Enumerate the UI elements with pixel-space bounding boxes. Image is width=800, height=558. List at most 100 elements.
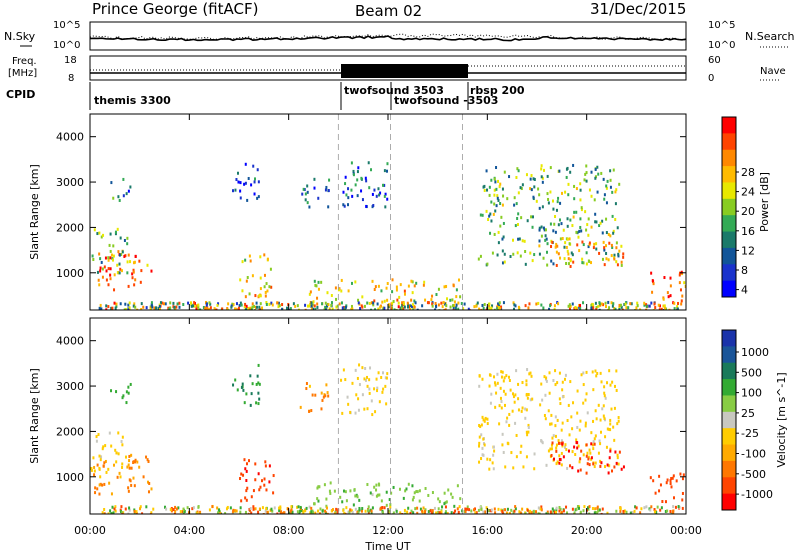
ground-scatter-cell (498, 304, 501, 308)
data-cell (148, 481, 151, 485)
data-cell (259, 485, 262, 489)
data-cell (357, 397, 360, 401)
data-cell (492, 467, 495, 471)
data-cell (479, 254, 482, 258)
ground-scatter-cell (553, 308, 556, 310)
ground-scatter-cell (169, 508, 172, 512)
data-cell (554, 415, 557, 419)
ground-scatter-cell (454, 509, 457, 513)
ground-scatter-cell (481, 303, 484, 307)
data-cell (486, 188, 489, 192)
data-cell (601, 231, 604, 235)
data-cell (235, 178, 238, 182)
data-cell (527, 423, 530, 427)
data-cell (603, 197, 606, 201)
ground-scatter-cell (475, 304, 478, 308)
ground-scatter-cell (588, 505, 591, 509)
data-cell (317, 196, 320, 200)
ground-scatter-cell (288, 511, 291, 514)
data-cell (241, 260, 244, 264)
data-cell (245, 462, 248, 466)
data-cell (253, 192, 256, 196)
data-cell (515, 175, 518, 179)
data-cell (617, 252, 620, 256)
data-cell (525, 379, 528, 383)
ground-scatter-cell (120, 505, 123, 509)
ground-scatter-cell (298, 512, 301, 514)
data-cell (588, 463, 591, 467)
x-tick-label: 16:00 (471, 524, 503, 537)
data-cell (556, 244, 559, 248)
data-cell (344, 378, 347, 382)
data-cell (478, 384, 481, 388)
ground-scatter-cell (351, 510, 354, 514)
ground-scatter-cell (401, 513, 404, 514)
ground-scatter-cell (190, 304, 193, 308)
data-cell (450, 492, 453, 496)
data-cell (669, 482, 672, 486)
data-cell (138, 259, 141, 263)
ground-scatter-cell (485, 308, 488, 310)
ground-scatter-cell (123, 308, 126, 310)
data-cell (605, 184, 608, 188)
data-cell (248, 292, 251, 296)
x-tick-label: 00:00 (74, 524, 106, 537)
data-cell (378, 193, 381, 197)
ground-scatter-cell (655, 511, 658, 514)
data-cell (264, 464, 267, 468)
data-cell (594, 369, 597, 373)
data-cell (110, 389, 113, 393)
data-cell (350, 161, 353, 165)
data-cell (583, 178, 586, 182)
ground-scatter-cell (537, 301, 540, 305)
ground-scatter-cell (521, 507, 524, 511)
data-cell (497, 230, 500, 234)
data-cell (364, 367, 367, 371)
data-cell (582, 371, 585, 375)
data-cell (576, 441, 579, 445)
data-cell (104, 459, 107, 463)
data-cell (513, 196, 516, 200)
data-cell (550, 443, 553, 447)
ground-scatter-cell (128, 306, 131, 310)
data-cell (606, 427, 609, 431)
data-cell (663, 276, 666, 280)
ground-scatter-cell (673, 307, 676, 310)
data-cell (113, 288, 116, 292)
data-cell (500, 215, 503, 219)
ground-scatter-cell (390, 307, 393, 310)
ground-scatter-cell (643, 506, 646, 510)
data-cell (129, 260, 132, 264)
data-cell (108, 481, 111, 485)
ground-scatter-cell (182, 510, 185, 514)
data-cell (257, 381, 260, 385)
ground-scatter-cell (555, 506, 558, 510)
data-cell (672, 496, 675, 500)
data-cell (96, 463, 99, 467)
data-cell (306, 184, 309, 188)
ground-scatter-cell (450, 511, 453, 514)
ground-scatter-cell (328, 307, 331, 310)
ground-scatter-cell (542, 306, 545, 310)
data-cell (490, 392, 493, 396)
ground-scatter-cell (115, 302, 118, 306)
ground-scatter-cell (308, 304, 311, 308)
ground-scatter-cell (98, 306, 101, 310)
data-cell (603, 416, 606, 420)
data-cell (527, 430, 530, 434)
data-cell (493, 375, 496, 379)
ground-scatter-cell (276, 512, 279, 514)
ground-scatter-cell (351, 307, 354, 310)
ground-scatter-cell (629, 302, 632, 306)
data-cell (316, 296, 319, 300)
data-cell (132, 270, 135, 274)
data-cell (516, 251, 519, 255)
data-cell (554, 230, 557, 234)
data-cell (658, 474, 661, 478)
data-cell (309, 290, 312, 294)
ground-scatter-cell (462, 307, 465, 310)
data-cell (603, 385, 606, 389)
data-cell (567, 193, 570, 197)
data-cell (499, 386, 502, 390)
nsky-trace (89, 35, 687, 42)
